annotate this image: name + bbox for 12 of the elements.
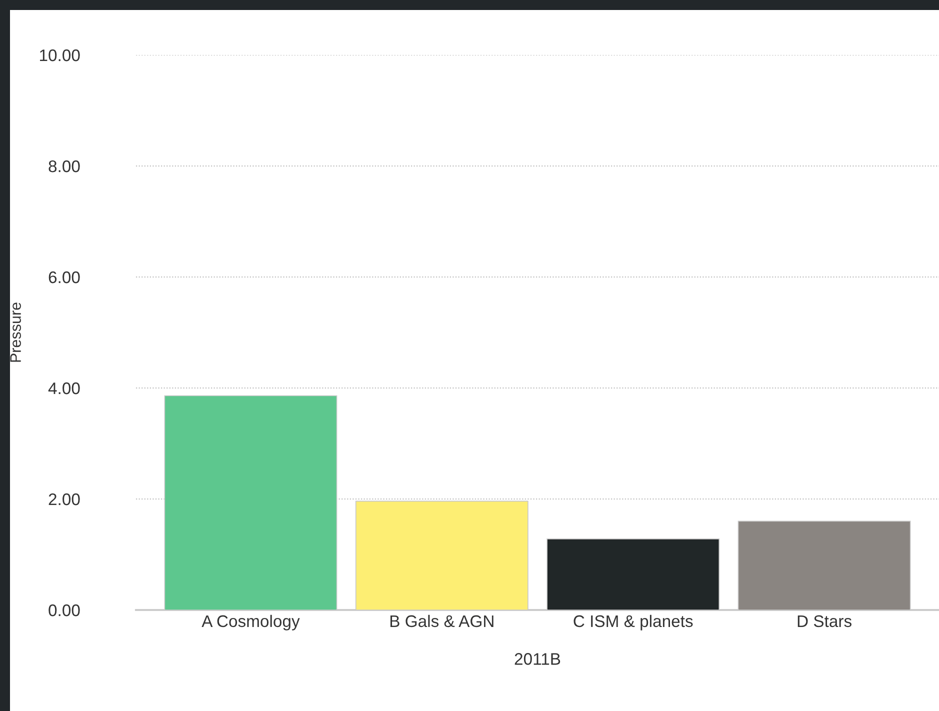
y-tick-label: 6.00 (48, 271, 80, 284)
y-tick-label: 8.00 (48, 160, 80, 172)
y-tick-label: 2.00 (48, 493, 80, 506)
x-tick-label: C ISM & planets (574, 614, 693, 630)
x-tick-label: A Cosmology (202, 614, 300, 630)
x-tick-label: D Stars (798, 615, 852, 628)
x-tick-label: B Gals & AGN (390, 614, 494, 628)
y-tick-label: 0.00 (48, 604, 80, 616)
y-tick-label: 10.00 (40, 49, 80, 62)
y-axis-title: Pressure (10, 302, 21, 362)
y-tick-label: 4.00 (48, 382, 80, 394)
x-axis-title: 2011B (514, 653, 560, 665)
